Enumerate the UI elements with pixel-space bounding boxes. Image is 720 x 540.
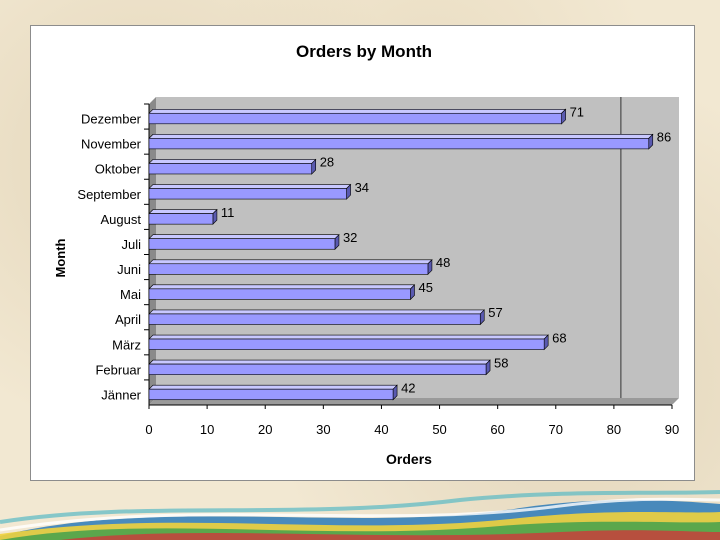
category-label: März [112,337,141,352]
data-label: 32 [343,230,357,245]
data-label: 86 [657,130,671,145]
data-label: 28 [320,155,334,170]
bar-top-face [148,309,485,315]
x-tick-label: 40 [374,422,388,437]
data-label: 57 [488,305,502,320]
category-label: Juni [117,262,141,277]
bar-top-face [148,359,491,365]
bar-top-face [148,108,567,114]
category-label: Februar [95,362,141,377]
data-label: 68 [552,330,566,345]
bar [148,238,336,250]
y-axis-label: Month [53,238,68,277]
x-tick-label: 60 [490,422,504,437]
bar-top-face [148,384,398,390]
chart-panel: Orders by Month Month Orders 0 10 20 30 40 50… [30,25,695,481]
chart-title: Orders by Month [296,42,432,61]
data-label: 58 [494,355,508,370]
swoosh-stripe-white [0,497,720,532]
x-tick-label: 30 [316,422,330,437]
data-label: 71 [570,105,584,120]
bar-top-face [148,134,654,139]
category-label: Oktober [95,162,142,177]
bar-top-face [148,284,416,290]
x-axis-label: Orders [386,451,432,467]
bar [148,163,313,175]
category-label: Juli [121,237,141,252]
data-label: 34 [355,180,369,195]
x-tick-label: 50 [432,422,446,437]
category-label: September [77,187,141,202]
x-tick-label: 90 [665,422,679,437]
data-label: 11 [221,205,235,220]
x-tick-label: 70 [549,422,563,437]
swoosh-stripe-red [60,530,720,540]
bar [148,213,214,225]
data-label: 45 [419,280,433,295]
bar-top-face [148,209,218,214]
category-label: August [101,212,142,227]
bar [148,388,394,401]
bar [148,112,562,125]
bar [148,188,347,200]
x-tick-label: 0 [145,422,152,437]
bar-top-face [148,334,549,340]
x-tick-label: 80 [607,422,621,437]
x-tick-label: 20 [258,422,272,437]
x-tick-label: 10 [200,422,214,437]
bar [148,313,481,325]
bar [148,288,411,300]
swoosh-stripe-teal [0,490,720,524]
bar [148,138,650,150]
bar [148,338,545,350]
category-label: Jänner [101,387,141,402]
category-label: Mai [120,287,141,302]
bar [148,363,487,375]
category-label: November [81,137,142,152]
bar-top-face [148,259,433,265]
bar-top-face [148,184,352,189]
category-label: April [115,312,141,327]
bar [148,263,429,275]
category-label: Dezember [81,112,142,127]
decorative-footer-band [0,490,720,540]
bar-top-face [148,159,317,164]
data-label: 42 [401,380,415,395]
plot-area: 0 10 20 30 40 50 60 70 80 90 Dezember 71 November 86 O… [77,97,679,437]
bar-chart: Orders by Month Month Orders 0 10 20 30 40 50… [53,42,679,467]
data-label: 48 [436,255,450,270]
bar-top-face [148,234,340,239]
